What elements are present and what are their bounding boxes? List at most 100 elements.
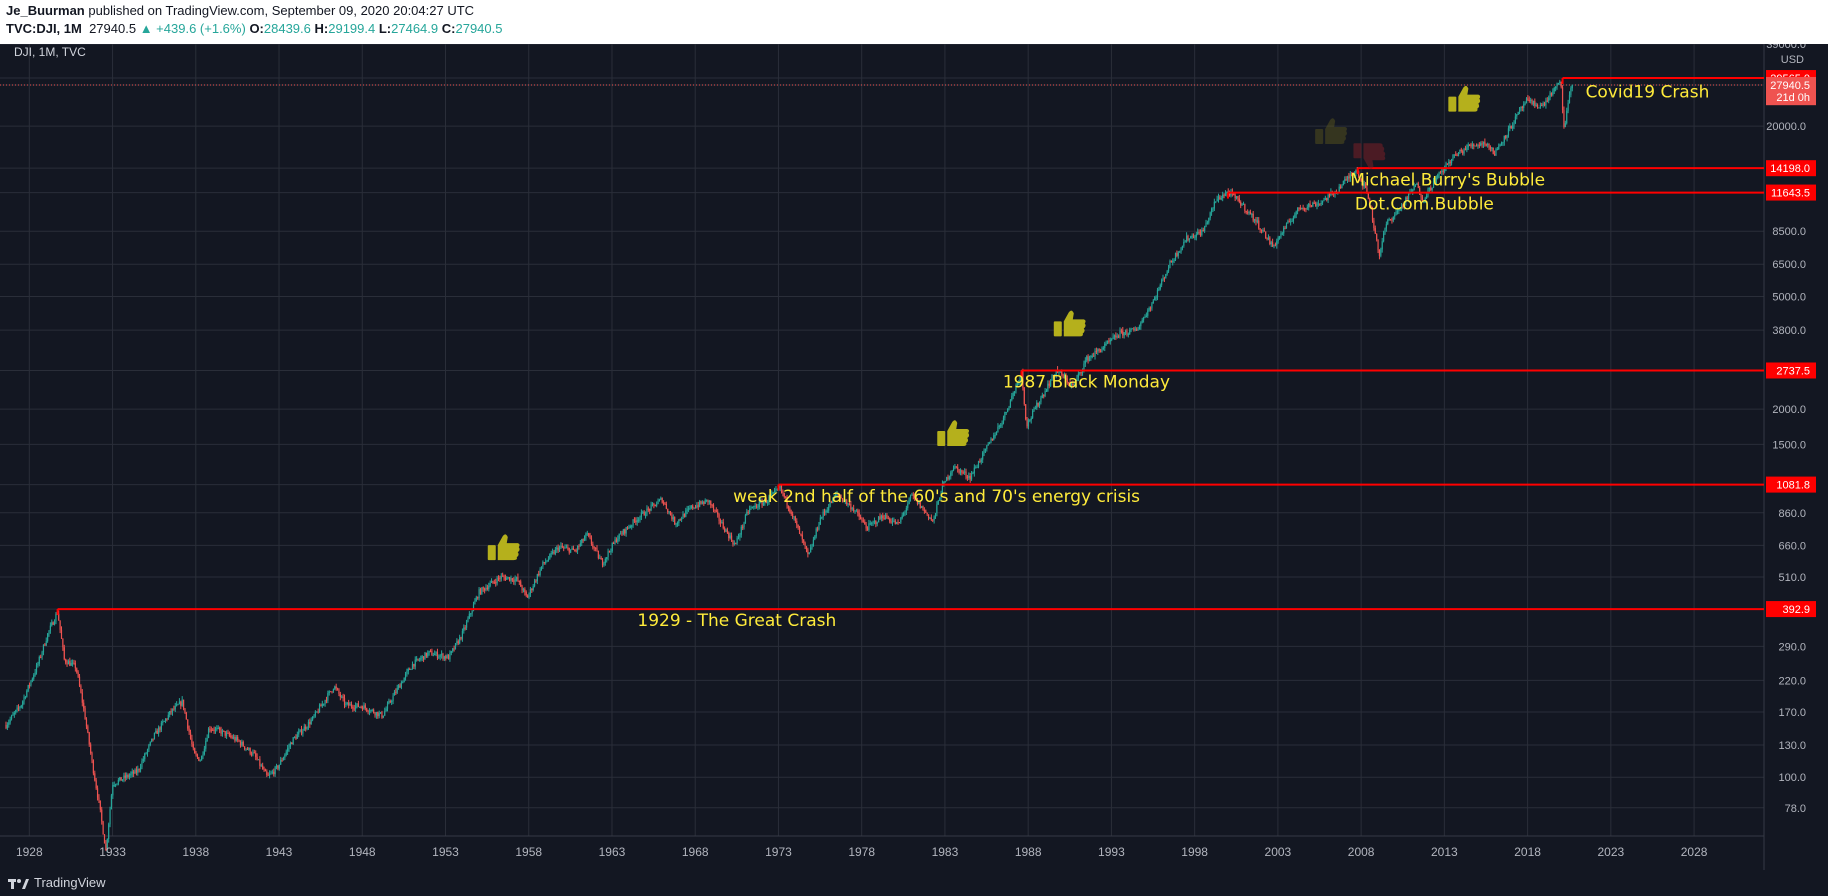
candle-body: [443, 656, 445, 659]
candle-body: [1104, 343, 1106, 348]
candle-body: [729, 535, 731, 539]
candle-body: [1147, 310, 1149, 316]
candle-body: [703, 502, 705, 504]
candle-body: [1319, 203, 1321, 205]
candle-body: [875, 520, 877, 524]
candle-body: [328, 691, 330, 694]
candle-body: [1212, 208, 1214, 210]
candle-body: [1259, 228, 1261, 230]
price-tick-label: 2000.0: [1772, 404, 1806, 416]
thumbs-up-icon[interactable]: [1315, 118, 1347, 145]
candle-body: [442, 653, 444, 659]
candle-body: [217, 727, 219, 729]
candle-body: [1360, 178, 1363, 180]
candle-body: [1088, 357, 1091, 361]
candle-body: [1384, 228, 1386, 234]
candle-body: [639, 516, 641, 520]
author-name[interactable]: Je_Buurman: [6, 3, 85, 18]
candle-body: [1296, 207, 1299, 212]
candle-body: [1183, 241, 1185, 246]
annotation-label[interactable]: 1987 Black Monday: [1003, 373, 1170, 393]
candle-body: [1187, 235, 1189, 240]
candle-body: [787, 505, 790, 509]
candle-body: [1280, 233, 1282, 238]
candle-body: [921, 506, 923, 509]
candle-body: [828, 507, 830, 511]
candle-body: [1514, 116, 1516, 124]
candle-body: [228, 733, 230, 736]
candle-body: [51, 622, 53, 626]
candle-body: [1008, 406, 1010, 409]
candle-body: [964, 471, 966, 473]
thumbs-down-icon[interactable]: [1353, 143, 1386, 170]
candle-body: [871, 523, 873, 525]
candle-body: [398, 685, 400, 688]
candle-body: [191, 738, 193, 745]
annotation-label[interactable]: Michael Burry's Bubble: [1350, 170, 1545, 190]
candle-body: [1260, 229, 1263, 231]
candle-body: [142, 759, 144, 761]
candle-body: [214, 728, 217, 731]
candle-body: [739, 534, 741, 538]
candle-body: [1224, 193, 1227, 196]
candle-body: [1262, 230, 1264, 232]
time-axis[interactable]: 1928 1933 1938 1943 1948 1953 1958 1963 1968 1973…: [16, 845, 1708, 859]
candle-body: [1359, 177, 1361, 179]
candle-body: [464, 627, 466, 629]
candle-body: [1534, 100, 1536, 106]
candle-body: [997, 426, 999, 432]
candle-body: [1294, 214, 1296, 218]
time-tick-label: 1938: [182, 845, 209, 859]
thumbs-up-icon[interactable]: [1053, 310, 1086, 337]
candle-body: [343, 698, 346, 705]
candle-body: [1523, 104, 1525, 108]
candle-body: [407, 668, 409, 672]
annotation-label[interactable]: Dot.Com.Bubble: [1355, 194, 1494, 214]
candle-body: [894, 520, 896, 524]
candle-body: [145, 753, 147, 755]
price-badge-label: 11643.5: [1771, 188, 1810, 200]
candle-body: [1270, 242, 1272, 244]
candle-body: [708, 500, 710, 503]
candle-body: [864, 521, 866, 525]
thumbs-up-icon[interactable]: [1448, 85, 1481, 112]
candle-body: [199, 760, 201, 762]
candle-body: [152, 738, 154, 740]
candle-body: [636, 519, 638, 523]
candle-body: [1358, 171, 1360, 178]
chart-canvas[interactable]: 1929 - The Great Crash weak 2nd half of t…: [0, 44, 1828, 870]
candle-body: [776, 488, 778, 490]
candle-body: [1137, 329, 1139, 331]
candle-body: [866, 528, 869, 530]
candle-body: [724, 528, 726, 532]
candle-body: [38, 656, 40, 664]
price-axis[interactable]: 78.0 100.0 130.0 170.0 220.0 290.0 510.0 660.0 8…: [1766, 44, 1816, 815]
time-tick-label: 1968: [682, 845, 709, 859]
candle-body: [289, 743, 291, 747]
candle-body: [1301, 207, 1303, 210]
candle-body: [1428, 187, 1430, 190]
annotation-label[interactable]: 1929 - The Great Crash: [637, 611, 836, 631]
candle-body: [861, 519, 863, 521]
candle-body: [1013, 391, 1016, 393]
candle-body: [34, 672, 36, 676]
tradingview-brand[interactable]: TradingView: [34, 875, 106, 890]
candle-body: [710, 500, 712, 505]
candle-body: [862, 520, 864, 522]
candle-body: [761, 501, 763, 506]
thumbs-up-icon[interactable]: [487, 534, 520, 561]
last-price: 27940.5: [89, 21, 137, 36]
candle-body: [303, 726, 305, 731]
candle-body: [1069, 383, 1071, 386]
candle-body: [403, 677, 405, 683]
time-tick-label: 1958: [515, 845, 542, 859]
tradingview-logo-icon[interactable]: [8, 875, 30, 891]
annotation-label[interactable]: Covid19 Crash: [1586, 83, 1710, 103]
chart-area[interactable]: 1929 - The Great Crash weak 2nd half of t…: [0, 44, 1828, 870]
candle-body: [1441, 170, 1443, 173]
candle-body: [431, 651, 433, 656]
annotation-label[interactable]: weak 2nd half of the 60's and 70's energ…: [733, 487, 1140, 507]
thumbs-up-icon[interactable]: [937, 420, 970, 446]
candle-body: [665, 504, 667, 509]
candle-body: [1316, 204, 1318, 207]
